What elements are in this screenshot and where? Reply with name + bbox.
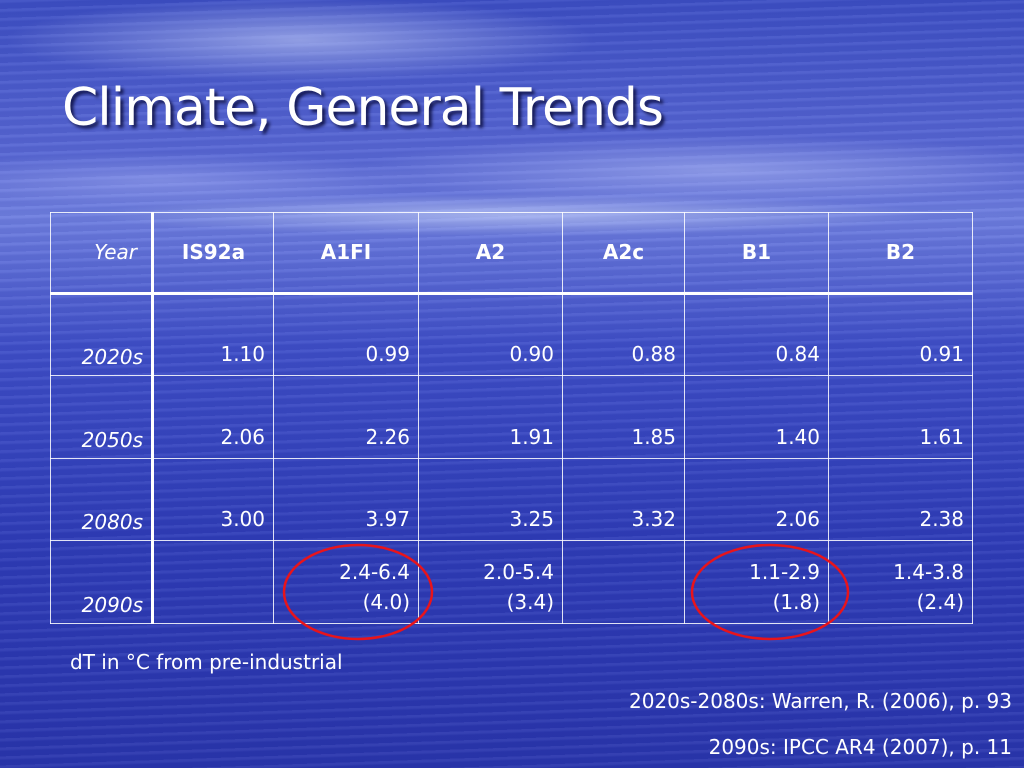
cell-a1fi: 2.26 <box>273 375 419 459</box>
units-note: dT in °C from pre-industrial <box>70 650 343 674</box>
cell-is92a: 2.06 <box>152 375 274 459</box>
source-note-ipcc: 2090s: IPCC AR4 (2007), p. 11 <box>708 735 1012 759</box>
header-a1fi: A1FI <box>273 212 419 295</box>
cell-value: 2.06 <box>775 507 820 532</box>
header-a2: A2 <box>418 212 563 295</box>
header-a2c: A2c <box>562 212 685 295</box>
cell-value: 2.26 <box>365 424 410 449</box>
table-row: 2080s 3.00 3.97 3.25 3.32 2.06 2.38 <box>50 457 973 542</box>
cell-value: 1.10 <box>220 342 265 367</box>
table-body: 2020s 1.10 0.99 0.90 0.88 0.84 0.91 2050s 2.06 2.… <box>50 292 973 624</box>
cell-value: 0.99 <box>365 342 410 367</box>
cell-value: 0.84 <box>775 342 820 367</box>
header-b1: B1 <box>684 212 829 295</box>
cell-value: 1.61 <box>919 424 964 449</box>
cell-value: 1.40 <box>775 424 820 449</box>
cell-value: 0.88 <box>631 342 676 367</box>
cell-value: 2.38 <box>919 507 964 532</box>
row-year-label: 2020s <box>50 292 154 377</box>
cell-a2c: 1.85 <box>562 375 685 459</box>
source-note-warren: 2020s-2080s: Warren, R. (2006), p. 93 <box>628 689 1012 713</box>
cell-value: 1.91 <box>509 424 554 449</box>
cell-value: 3.00 <box>220 507 265 532</box>
row-year-label: 2050s <box>50 375 154 459</box>
row-year-label: 2080s <box>50 457 154 542</box>
cell-b1: 2.06 <box>684 457 829 542</box>
cell-is92a <box>152 540 274 624</box>
cell-a2c <box>562 540 685 624</box>
table-row: 2050s 2.06 2.26 1.91 1.85 1.40 1.61 <box>50 375 973 459</box>
header-is92a: IS92a <box>152 212 274 295</box>
cell-a2: 0.90 <box>418 292 563 377</box>
cell-b1: 0.84 <box>684 292 829 377</box>
cell-a2: 1.91 <box>418 375 563 459</box>
cell-value: 3.32 <box>631 507 676 532</box>
cell-b1: 1.40 <box>684 375 829 459</box>
cell-a1fi: 3.97 <box>273 457 419 542</box>
header-b2: B2 <box>828 212 973 295</box>
cell-value: (4.0) <box>362 590 410 614</box>
cell-b2: 1.4-3.8 (2.4) <box>828 540 973 624</box>
header-year: Year <box>50 212 154 295</box>
cell-is92a: 1.10 <box>152 292 274 377</box>
cell-value: 1.85 <box>631 424 676 449</box>
cell-value: 3.97 <box>365 507 410 532</box>
cell-value: 3.25 <box>509 507 554 532</box>
cell-b2: 2.38 <box>828 457 973 542</box>
cell-a1fi: 0.99 <box>273 292 419 377</box>
cell-value: (3.4) <box>506 590 554 614</box>
table-row: 2090s 2.4-6.4 (4.0) 2.0-5.4 (3.4) 1.1-2.9 (1.8… <box>50 540 973 624</box>
cell-b1: 1.1-2.9 (1.8) <box>684 540 829 624</box>
cell-value: 1.4-3.8 <box>893 560 964 584</box>
cell-value: 0.90 <box>509 342 554 367</box>
slide-title: Climate, General Trends <box>62 78 664 138</box>
cell-value: (1.8) <box>772 590 820 614</box>
table-header-row: Year IS92a A1FI A2 A2c B1 B2 <box>50 212 973 295</box>
cell-a2: 2.0-5.4 (3.4) <box>418 540 563 624</box>
cell-b2: 0.91 <box>828 292 973 377</box>
cell-a2c: 3.32 <box>562 457 685 542</box>
cell-is92a: 3.00 <box>152 457 274 542</box>
cell-value: 0.91 <box>919 342 964 367</box>
cell-a1fi: 2.4-6.4 (4.0) <box>273 540 419 624</box>
cell-value: 1.1-2.9 <box>749 560 820 584</box>
row-year-label: 2090s <box>50 540 154 624</box>
cell-value: 2.0-5.4 <box>483 560 554 584</box>
cell-a2: 3.25 <box>418 457 563 542</box>
temperature-table: Year IS92a A1FI A2 A2c B1 B2 2020s 1.10 0.… <box>50 212 973 624</box>
cell-value: 2.4-6.4 <box>339 560 410 584</box>
cell-value: (2.4) <box>916 590 964 614</box>
cell-a2c: 0.88 <box>562 292 685 377</box>
table-row: 2020s 1.10 0.99 0.90 0.88 0.84 0.91 <box>50 292 973 377</box>
cell-value: 2.06 <box>220 424 265 449</box>
cell-b2: 1.61 <box>828 375 973 459</box>
